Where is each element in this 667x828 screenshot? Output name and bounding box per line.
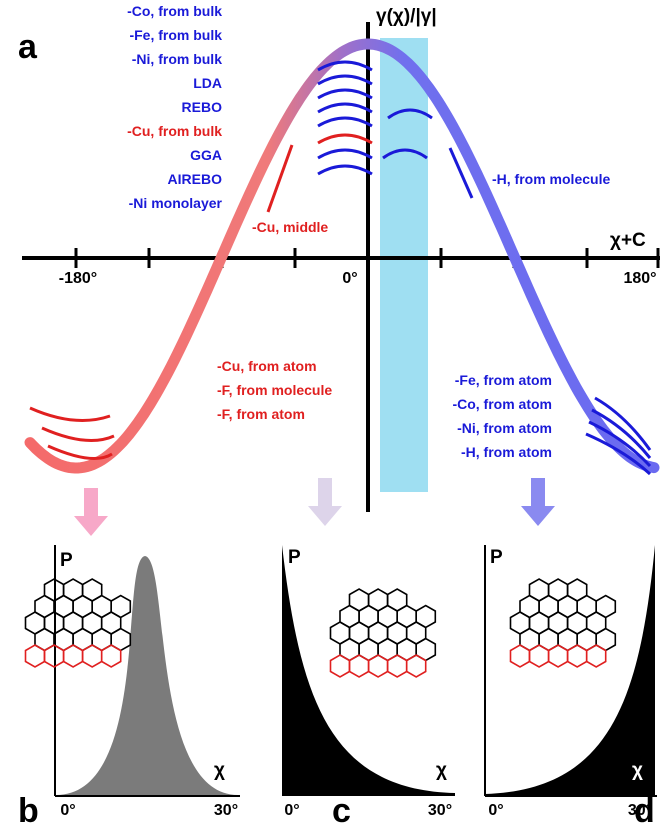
arc: [317, 148, 373, 160]
arc: [317, 164, 373, 176]
x-tick-label: -180°: [59, 270, 97, 287]
axes: [22, 22, 660, 512]
label: -H, from molecule: [492, 171, 610, 187]
lower-left-labels: -Cu, from atom -F, from molecule -F, fro…: [217, 358, 332, 422]
x-tick-label: 30°: [428, 802, 452, 819]
distribution: [282, 545, 455, 796]
x-tick-label: 30°: [628, 802, 652, 819]
ring: [81, 644, 103, 668]
panel-label: b: [18, 792, 39, 828]
panel-label: c: [332, 792, 351, 828]
ring: [100, 644, 122, 668]
arc: [317, 60, 373, 72]
label: -Fe, from atom: [455, 372, 552, 388]
panel-ticks: 0° 30° 0° 30° 0° 30°: [60, 802, 652, 819]
arc: [317, 88, 373, 100]
fullerene: [329, 588, 437, 678]
y-axis-label: P: [490, 547, 503, 568]
ring: [585, 644, 607, 668]
ring: [348, 654, 370, 678]
ring: [329, 654, 351, 678]
y-axis-label: P: [60, 550, 73, 571]
y-axis-label: γ(χ)/|γ|: [376, 6, 437, 27]
ring: [24, 644, 46, 668]
arc: [387, 108, 433, 120]
label: -Cu, middle: [252, 219, 328, 235]
ring: [566, 644, 588, 668]
fullerene: [24, 578, 132, 668]
arc: [317, 116, 373, 128]
x-axis-label: χ: [436, 760, 447, 781]
label: -Ni, from bulk: [132, 51, 222, 67]
label: -Cu, from bulk: [127, 123, 222, 139]
panel-texts: P χ P χ P χ: [60, 547, 643, 781]
arc: [448, 147, 474, 199]
arc: [317, 102, 373, 114]
x-tick-label: 180°: [623, 270, 656, 287]
label: -Cu, from atom: [217, 358, 317, 374]
label: -Ni monolayer: [129, 195, 223, 211]
panel-label: a: [18, 28, 38, 66]
arc: [591, 408, 652, 459]
x-axis-label: χ: [214, 760, 225, 781]
ring: [509, 644, 531, 668]
label: -Co, from atom: [452, 396, 552, 412]
arc: [585, 432, 652, 476]
arc: [47, 444, 113, 460]
label: LDA: [193, 75, 222, 91]
label: -F, from molecule: [217, 382, 332, 398]
arc: [317, 74, 373, 86]
ring: [386, 654, 408, 678]
label: -H, from atom: [461, 444, 552, 460]
fullerene: [509, 578, 617, 668]
lower-right-labels: -Fe, from atom -Co, from atom -Ni, from …: [452, 372, 552, 460]
upper-left-labels: -Co, from bulk -Fe, from bulk -Ni, from …: [127, 3, 222, 211]
distribution-panels: [54, 545, 657, 797]
arc: [588, 420, 652, 468]
distribution: [56, 556, 238, 795]
label: REBO: [182, 99, 223, 115]
arc: [41, 426, 115, 442]
label: -Fe, from bulk: [129, 27, 222, 43]
label: -Ni, from atom: [457, 420, 552, 436]
label: AIREBO: [168, 171, 223, 187]
arc: [29, 406, 111, 422]
y-axis-label: P: [288, 547, 301, 568]
arc: [594, 396, 652, 451]
label: -Co, from bulk: [127, 3, 222, 19]
x-axis-label: χ: [632, 760, 643, 781]
highlight-band: [380, 38, 428, 492]
distribution: [485, 545, 655, 796]
panel-labels: b c d: [18, 792, 655, 828]
ring: [547, 644, 569, 668]
fullerene-cages: [24, 578, 617, 678]
x-tick-label: 30°: [214, 802, 238, 819]
ring: [405, 654, 427, 678]
label: GGA: [190, 147, 222, 163]
label: -F, from atom: [217, 406, 305, 422]
panel-label: d: [634, 792, 655, 828]
method-arcs: [29, 60, 652, 476]
x-tick-label: 0°: [342, 270, 357, 287]
ring: [62, 644, 84, 668]
ring: [528, 644, 550, 668]
x-tick-label: 0°: [60, 802, 75, 819]
arc: [317, 133, 373, 145]
x-tick-label: 0°: [284, 802, 299, 819]
arrows: [74, 478, 555, 536]
x-tick-label: 0°: [488, 802, 503, 819]
ring: [367, 654, 389, 678]
x-axis-label: χ+C: [610, 230, 646, 251]
arc: [382, 148, 428, 160]
gamma-curve: [24, 38, 660, 474]
arc: [266, 144, 294, 213]
